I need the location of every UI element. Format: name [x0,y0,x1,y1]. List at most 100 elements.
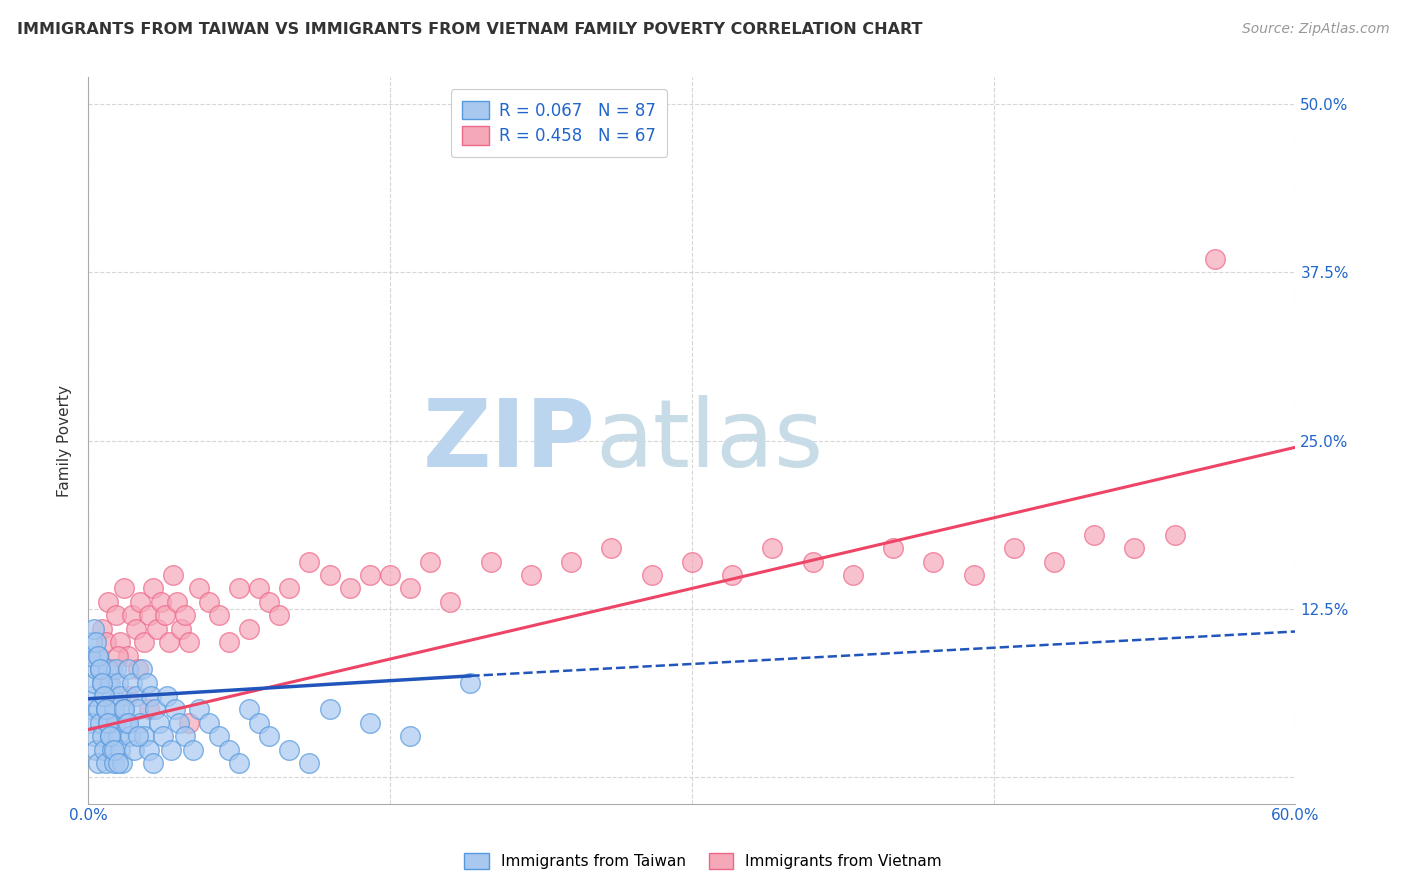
Point [97,675,120,690]
Point [167,715,190,730]
Point [138,743,160,757]
Point [98,730,121,744]
Point [882,541,904,555]
Point [121,608,143,623]
Point [97,715,120,730]
Point [134,635,156,649]
Point [79,702,101,716]
Point [107,730,129,744]
Point [339,582,361,596]
Point [91,622,114,636]
Point [112,582,135,596]
Point [842,568,865,582]
Point [125,622,148,636]
Point [103,756,125,771]
Point [115,715,138,730]
Point [148,715,170,730]
Point [173,608,195,623]
Point [1043,555,1066,569]
Point [138,702,160,716]
Point [359,715,381,730]
Point [721,568,744,582]
Point [110,635,132,649]
Point [117,662,139,676]
Point [1002,541,1025,555]
Point [101,743,124,757]
Point [278,582,301,596]
Point [399,582,422,596]
Point [105,715,128,730]
Point [84,635,107,649]
Point [82,635,104,649]
Point [87,756,110,771]
Point [159,743,181,757]
Point [399,730,422,744]
Point [153,608,176,623]
Y-axis label: Family Poverty: Family Poverty [58,384,72,497]
Point [91,730,114,744]
Point [177,715,200,730]
Point [181,743,204,757]
Point [145,622,167,636]
Point [378,568,401,582]
Point [110,689,132,703]
Point [439,595,461,609]
Point [138,608,160,623]
Point [257,595,280,609]
Point [129,595,152,609]
Point [79,648,101,663]
Point [1123,541,1146,555]
Point [318,702,340,716]
Point [125,689,148,703]
Point [117,648,139,663]
Point [157,635,180,649]
Point [238,622,260,636]
Legend: Immigrants from Taiwan, Immigrants from Vietnam: Immigrants from Taiwan, Immigrants from … [458,847,948,875]
Point [93,689,115,703]
Point [83,730,105,744]
Point [218,635,240,649]
Point [101,662,124,676]
Point [89,662,111,676]
Point [1164,527,1187,541]
Point [359,568,381,582]
Point [87,648,110,663]
Point [107,756,129,771]
Point [143,702,166,716]
Point [247,582,270,596]
Point [1083,527,1105,541]
Text: Source: ZipAtlas.com: Source: ZipAtlas.com [1241,22,1389,37]
Point [139,689,162,703]
Point [97,715,120,730]
Point [105,608,128,623]
Point [228,756,250,771]
Point [96,756,118,771]
Point [93,689,115,703]
Point [98,730,121,744]
Point [98,675,121,690]
Point [298,555,321,569]
Point [600,541,623,555]
Point [91,675,114,690]
Point [97,662,120,676]
Point [101,689,124,703]
Point [187,582,209,596]
Point [111,756,134,771]
Point [149,595,172,609]
Point [96,635,118,649]
Point [82,715,104,730]
Point [87,648,110,663]
Point [228,582,250,596]
Point [520,568,543,582]
Point [84,743,107,757]
Point [110,743,132,757]
Point [117,689,139,703]
Point [83,622,105,636]
Point [129,715,152,730]
Point [198,715,221,730]
Point [152,730,174,744]
Point [103,702,125,716]
Point [257,730,280,744]
Point [238,702,260,716]
Point [156,689,179,703]
